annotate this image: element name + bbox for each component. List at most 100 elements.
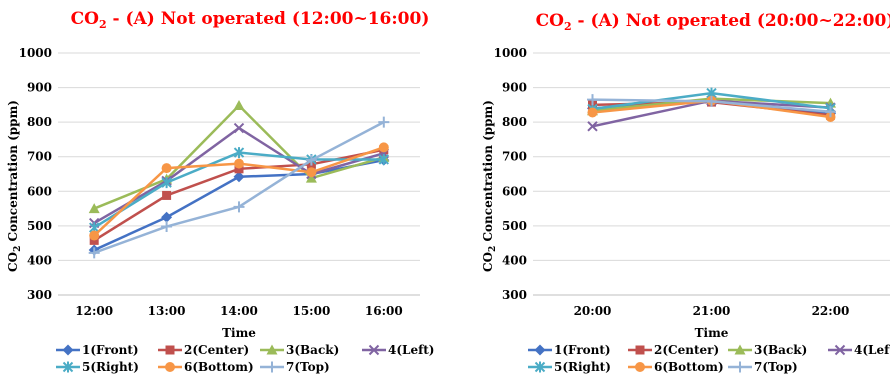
legend-label: 4(Left): [388, 343, 434, 357]
y-tick-label: 400: [27, 253, 52, 267]
legend-marker: [734, 361, 746, 373]
legend-marker: [266, 344, 278, 355]
data-point: [378, 153, 390, 165]
y-tick-label: 300: [27, 288, 52, 302]
legend-label: 1(Front): [82, 343, 139, 357]
data-point: [161, 177, 172, 189]
series-7(Top): [587, 94, 836, 118]
legend-item: 2(Center): [628, 343, 719, 357]
legend-label: 6(Bottom): [654, 360, 724, 374]
data-point: [587, 94, 598, 106]
data-point: [233, 122, 245, 134]
x-axis-title: Time: [695, 326, 729, 340]
x-tick-label: 12:00: [75, 304, 113, 318]
legend-marker: [834, 344, 846, 356]
legend-label: 2(Center): [654, 343, 719, 357]
y-tick-label: 500: [502, 219, 527, 233]
data-point: [233, 201, 245, 213]
y-tick-label: 700: [502, 150, 527, 164]
legend-item: 3(Back): [728, 343, 807, 357]
legend-label: 3(Back): [286, 343, 339, 357]
chart-2: CO2 - (A) Not operated (20:00~22:00) 300 4…: [481, 11, 890, 374]
y-axis-title: CO2 Concentration (ppm): [6, 100, 23, 272]
legend-marker: [266, 361, 278, 373]
legend-marker: [62, 344, 74, 356]
data-point: [706, 95, 717, 107]
data-point: [378, 116, 390, 128]
legend-label: 4(Left): [854, 343, 890, 357]
chart-title: CO2 - (A) Not operated (12:00~16:00): [71, 9, 430, 31]
legend-marker: [165, 362, 175, 372]
legend-item: 2(Center): [158, 343, 249, 357]
legend-item: 1(Front): [528, 343, 611, 357]
legend-item: 5(Right): [56, 360, 139, 374]
data-point: [587, 107, 598, 118]
data-point: [305, 154, 317, 166]
legend-label: 2(Center): [184, 343, 249, 357]
legend-item: 6(Bottom): [158, 360, 254, 374]
legend-item: 1(Front): [56, 343, 139, 357]
legend-label: 7(Top): [286, 360, 330, 374]
legend-label: 7(Top): [754, 360, 798, 374]
data-point: [233, 100, 245, 111]
legend-label: 5(Right): [82, 360, 139, 374]
y-tick-label: 900: [502, 81, 527, 95]
data-point: [234, 164, 244, 174]
y-tick-label: 1000: [19, 46, 52, 60]
legend-marker: [734, 344, 746, 355]
legend-item: 5(Right): [528, 360, 611, 374]
data-point: [233, 147, 245, 159]
y-tick-label: 700: [27, 150, 52, 164]
legend-label: 6(Bottom): [184, 360, 254, 374]
legend-marker: [534, 361, 546, 373]
legend-item: 4(Left): [362, 343, 434, 357]
data-point: [88, 247, 100, 259]
data-point: [233, 171, 245, 183]
y-axis-title: CO2 Concentration (ppm): [481, 100, 498, 272]
legend-marker: [534, 344, 546, 356]
chart-1: CO2 - (A) Not operated (12:00~16:00) 300 4…: [6, 9, 434, 374]
legend-item: 4(Left): [828, 343, 890, 357]
legend-item: 6(Bottom): [628, 360, 724, 374]
legend-item: 7(Top): [728, 360, 798, 374]
x-tick-label: 22:00: [812, 304, 850, 318]
y-tick-label: 500: [27, 219, 52, 233]
x-tick-label: 13:00: [148, 304, 186, 318]
data-point: [825, 106, 836, 118]
data-point: [234, 158, 244, 169]
x-axis-title: Time: [222, 326, 256, 340]
data-point: [88, 203, 100, 214]
data-point: [161, 211, 173, 223]
x-tick-label: 15:00: [292, 304, 330, 318]
data-point: [162, 190, 172, 200]
legend-marker: [62, 361, 74, 373]
x-tick-label: 16:00: [365, 304, 403, 318]
legend-marker: [368, 344, 380, 356]
y-tick-label: 400: [502, 253, 527, 267]
y-tick-label: 800: [27, 115, 52, 129]
data-point: [378, 142, 389, 153]
data-point: [587, 121, 598, 132]
chart-title: CO2 - (A) Not operated (20:00~22:00): [536, 11, 890, 33]
series-7(Top): [88, 116, 390, 259]
y-tick-label: 600: [27, 184, 52, 198]
series-line: [93, 121, 385, 254]
data-point: [305, 172, 317, 183]
y-tick-label: 600: [502, 184, 527, 198]
x-tick-label: 14:00: [220, 304, 258, 318]
x-tick-label: 20:00: [574, 304, 612, 318]
data-point: [89, 230, 100, 241]
y-tick-label: 1000: [494, 46, 527, 60]
data-point: [306, 167, 317, 178]
legend-marker: [635, 362, 645, 372]
legend-item: 7(Top): [260, 360, 330, 374]
legend-label: 1(Front): [554, 343, 611, 357]
legend-label: 5(Right): [554, 360, 611, 374]
data-point: [161, 221, 173, 233]
legend-item: 3(Back): [260, 343, 339, 357]
legend-marker: [165, 345, 175, 355]
legend-label: 3(Back): [754, 343, 807, 357]
y-tick-label: 900: [27, 81, 52, 95]
